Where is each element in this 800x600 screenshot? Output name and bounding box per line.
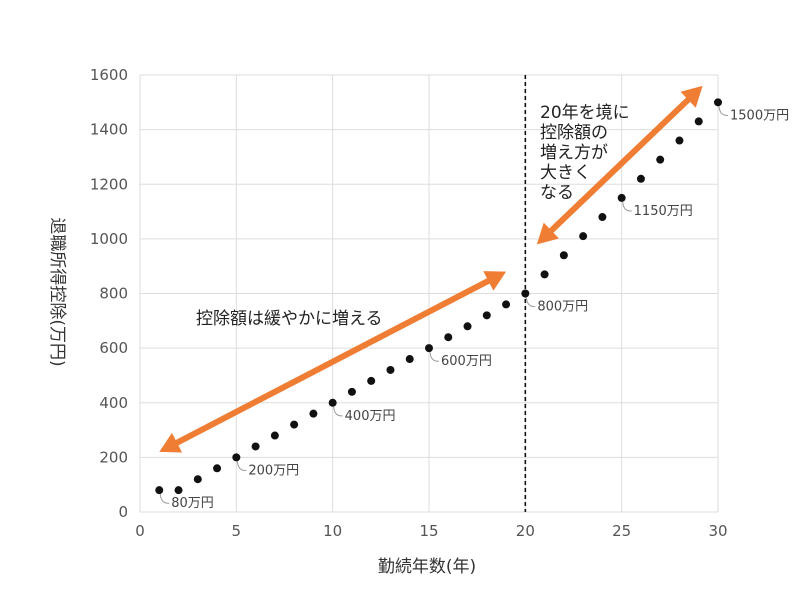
data-point	[193, 475, 202, 484]
y-tick-label: 1000	[90, 230, 128, 248]
data-point	[559, 251, 568, 260]
y-tick-label: 0	[118, 503, 128, 521]
data-point	[328, 398, 337, 407]
data-point	[309, 409, 318, 418]
label-leader	[159, 494, 170, 504]
x-tick-label: 25	[612, 522, 631, 540]
axes: 0 200 400 600 800 1000 1200 1400 1600 0 5 10 15 20 25 3…	[90, 66, 728, 540]
data-point	[213, 464, 222, 473]
annotation-text: 大きく	[540, 163, 591, 183]
data-point	[598, 213, 607, 222]
y-tick-label: 200	[99, 448, 128, 466]
arrow-head	[483, 271, 507, 291]
x-tick-label: 5	[232, 522, 242, 540]
data-point	[482, 311, 491, 320]
point-label: 1150万円	[634, 204, 693, 219]
data-point	[579, 232, 588, 241]
data-point	[155, 486, 164, 495]
arrow-head	[536, 222, 559, 245]
arrow-head	[159, 432, 183, 453]
annotation-text: なる	[540, 183, 574, 203]
point-label: 600万円	[441, 354, 492, 369]
x-tick-label: 0	[135, 522, 145, 540]
label-leader	[333, 406, 343, 417]
annotation-arrows	[159, 85, 703, 453]
data-point	[540, 270, 549, 279]
data-point	[367, 376, 376, 385]
y-tick-label: 800	[99, 285, 128, 303]
double-arrow-shaft	[546, 94, 694, 236]
data-point	[502, 300, 511, 309]
x-tick-label: 15	[419, 522, 438, 540]
data-point	[656, 155, 665, 164]
x-tick-label: 10	[323, 522, 342, 540]
x-tick-label: 20	[516, 522, 535, 540]
label-leader	[525, 297, 536, 308]
data-point	[521, 289, 530, 298]
data-point	[463, 322, 472, 331]
data-point	[174, 486, 183, 495]
data-point	[405, 355, 414, 364]
data-point	[714, 98, 722, 107]
label-leader	[718, 106, 729, 116]
y-tick-label: 400	[99, 394, 128, 412]
point-labels: 80万円 200万円 400万円 600万円 800万円 1150万円 1500万円	[159, 106, 789, 511]
y-tick-label: 600	[99, 339, 128, 357]
label-leader	[429, 352, 440, 362]
data-points	[155, 98, 722, 495]
data-point	[675, 136, 684, 145]
data-point	[444, 333, 453, 342]
double-arrow-shaft	[172, 276, 494, 448]
y-tick-label: 1200	[90, 175, 128, 193]
data-point	[386, 365, 395, 374]
grid	[139, 74, 719, 513]
data-point	[694, 117, 703, 126]
annotation-text: 控除額の	[540, 123, 608, 143]
point-label: 80万円	[171, 496, 214, 511]
point-label: 200万円	[248, 463, 299, 478]
point-label: 800万円	[537, 300, 588, 315]
label-leader	[622, 201, 632, 212]
x-tick-label: 30	[708, 522, 727, 540]
annotation-text: 控除額は緩やかに増える	[196, 309, 383, 329]
arrow-head	[680, 85, 703, 108]
y-axis-title: 退職所得控除(万円)	[47, 217, 67, 366]
data-point	[617, 193, 626, 202]
data-point	[251, 442, 260, 451]
data-point	[290, 420, 299, 429]
data-point	[425, 344, 433, 353]
y-tick-label: 1600	[90, 66, 128, 84]
x-axis-title: 勤続年数(年)	[378, 557, 476, 577]
annotation-text: 増え方が	[540, 143, 608, 163]
y-tick-label: 1400	[90, 121, 128, 139]
data-point	[232, 453, 241, 462]
data-point	[636, 174, 645, 183]
data-point	[270, 431, 279, 440]
point-label: 400万円	[345, 409, 396, 424]
label-leader	[236, 461, 247, 471]
data-point	[347, 387, 356, 396]
point-label: 1500万円	[730, 108, 789, 123]
annotation-text: 20年を境に	[540, 103, 630, 123]
